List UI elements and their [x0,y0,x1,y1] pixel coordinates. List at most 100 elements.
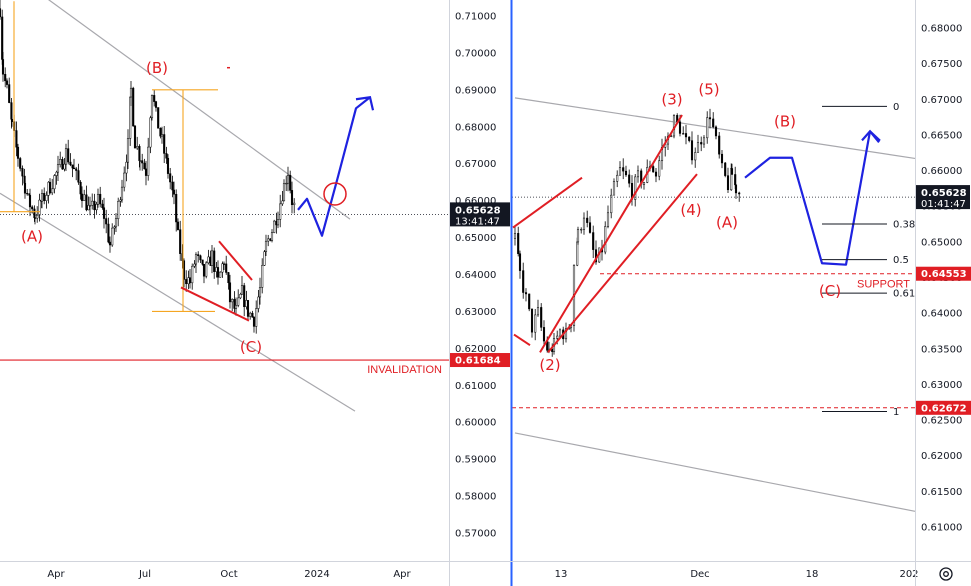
projected-path[interactable] [297,96,371,237]
price-tick-label: 0.63000 [455,307,496,318]
projected-path[interactable] [744,130,881,266]
candle [264,234,268,257]
candle [176,218,180,231]
candle [199,254,202,263]
candle [210,244,214,274]
candle [191,263,194,290]
channel-lower-trendline[interactable] [0,192,356,412]
candle [201,259,204,266]
price-tick-label: 0.68000 [921,24,962,35]
candle [536,299,540,317]
candle [246,300,250,322]
candle [43,187,46,205]
settings-gear-icon[interactable] [939,567,953,581]
time-tick-label: 18 [806,569,819,580]
candle [40,189,44,209]
candle [252,316,256,333]
candle [96,188,100,208]
candle [126,129,130,169]
candle [684,124,688,145]
wedge-upper-line[interactable] [539,114,683,353]
price-tick-label: 0.65000 [455,233,496,244]
candle [227,271,230,290]
candle [592,225,595,259]
candle [194,252,198,273]
candle [225,255,228,275]
candle [249,311,252,320]
candle [634,173,637,207]
candle [38,193,41,222]
candle [4,67,7,88]
invalidation-price-tag: 0.61684 [450,353,510,368]
candle [534,309,537,341]
candle [91,193,94,210]
price-tick-label: 0.64000 [921,309,962,320]
candle [518,250,522,279]
candle [71,164,74,178]
candle [87,196,90,211]
fib-level-label: 0.61 [893,289,915,300]
price-tick-label: 0.70000 [455,48,496,59]
time-axis[interactable]: Apr Jul Oct 2024 Apr 13 Dec 18 202 [47,569,918,580]
candle [95,201,98,214]
svg-text:0.65628: 0.65628 [455,205,501,216]
candle [117,197,120,227]
candle [618,161,622,176]
candle [197,251,200,263]
candle [114,213,118,232]
candle [708,108,712,129]
candle [513,225,517,246]
svg-text:0.62672: 0.62672 [921,403,967,414]
candle [125,154,128,182]
candle [540,303,543,332]
candle [273,219,276,234]
candle [690,131,694,165]
candle [33,212,37,225]
right-chart-panel[interactable]: SUPPORT 0 0.38 0.5 0.61 1 (2) (3) (4) (5) (A) (B) (… [512,80,916,512]
svg-text:13:41:47: 13:41:47 [455,216,500,227]
left-chart-panel[interactable]: INVALIDATION (A) (B) (C) [0,0,449,412]
invalidation-label: INVALIDATION [367,364,442,376]
candle [51,178,54,196]
candle [157,107,160,129]
target-circle[interactable] [323,182,347,206]
candle [636,165,640,183]
candle [542,320,546,346]
candle [85,185,88,212]
candle [143,158,146,170]
candle [15,121,18,157]
projection-arrowhead [355,96,375,111]
candle [696,134,700,153]
candle [77,163,80,185]
channel-lower-trendline[interactable] [514,432,916,512]
candle [234,297,238,316]
channel-upper-trendline[interactable] [0,0,351,220]
candle [163,125,166,164]
price-tick-label: 0.57000 [455,529,496,540]
candle [522,262,525,299]
wedge-line-lower[interactable] [180,286,250,322]
wedge-line-upper[interactable] [218,240,253,281]
svg-text:0.61684: 0.61684 [455,356,501,367]
price-tick-label: 0.66000 [921,166,962,177]
candle [83,189,86,202]
wave-label: (A) [716,214,738,232]
right-price-axis[interactable]: 0.680000.675000.670000.665000.660000.655… [916,24,971,534]
candle [123,166,126,192]
candle [712,112,715,129]
price-tick-label: 0.66000 [455,196,496,207]
left-price-axis[interactable]: 0.71000 0.70000 0.69000 0.68000 0.67000 0.660… [450,12,510,540]
candle [55,170,58,185]
candle [61,156,64,170]
candle [99,186,102,208]
wedge-lower-line[interactable] [547,173,698,353]
price-tick-label: 0.66500 [921,130,962,141]
candle [59,151,62,168]
candle [228,274,232,309]
svg-text:01:41:47: 01:41:47 [921,199,966,210]
candle [263,250,266,266]
candle [622,158,625,180]
projection-arrowhead [861,129,880,144]
